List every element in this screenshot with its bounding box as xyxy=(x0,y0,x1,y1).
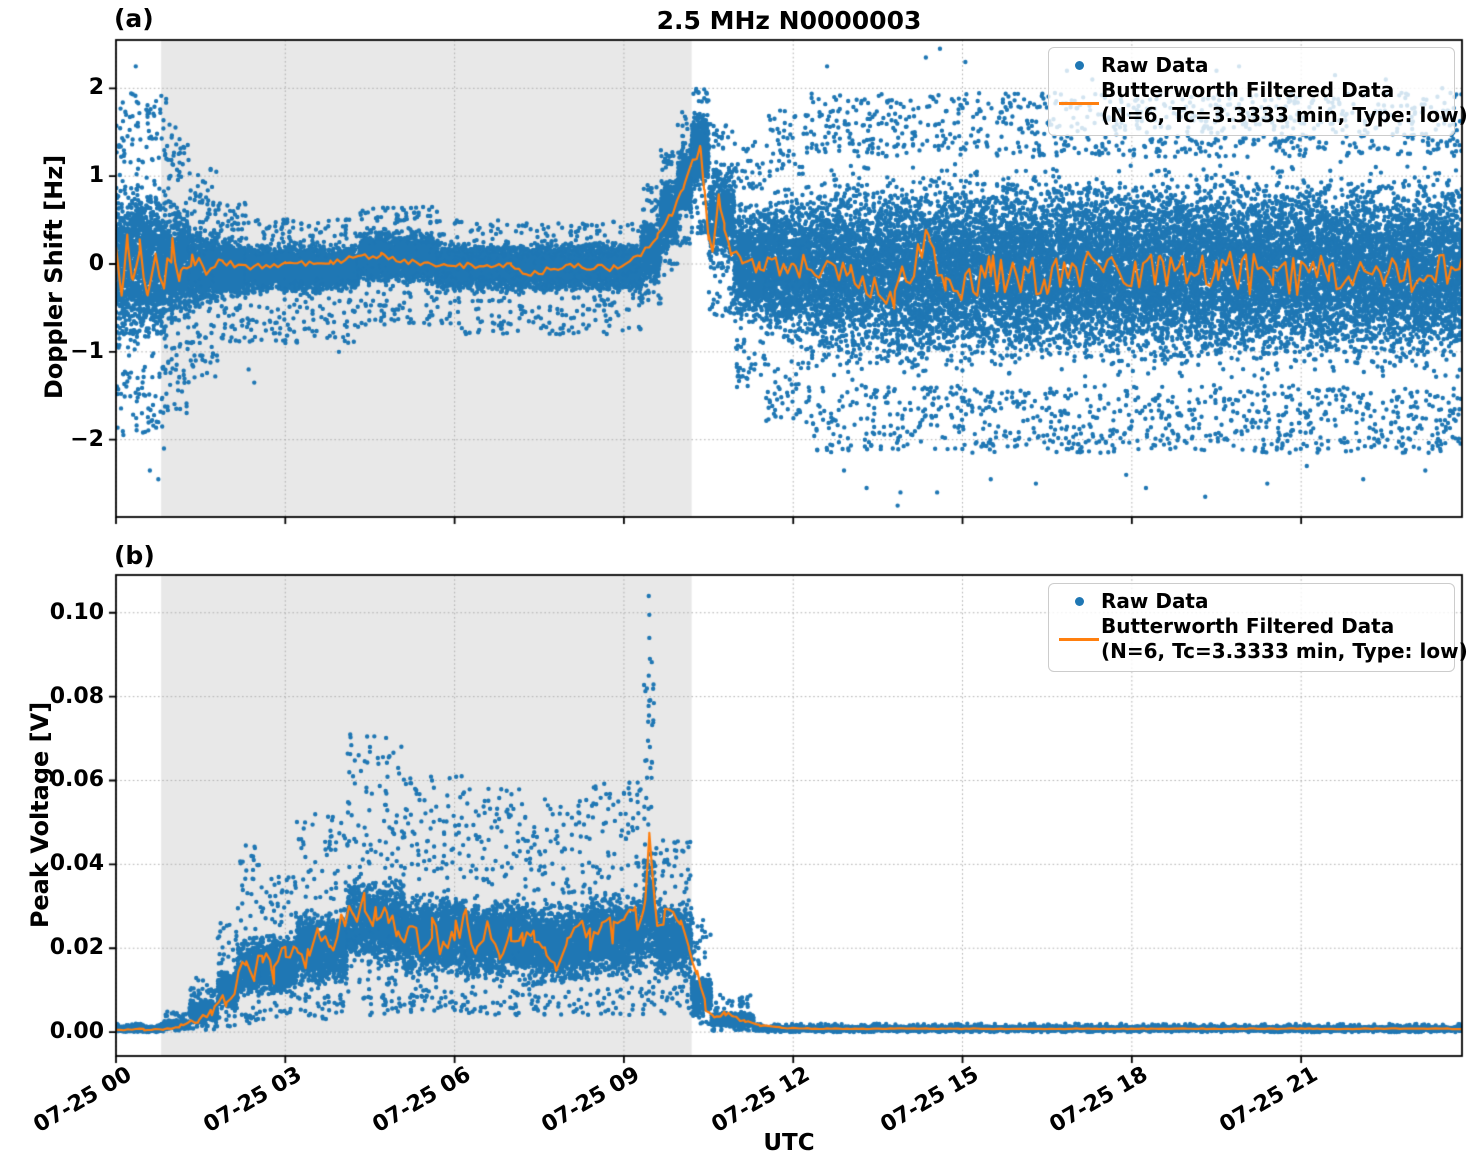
legend-a-raw-entry: Raw Data xyxy=(1057,53,1446,78)
legend-b-filtered-label-line2: (N=6, Tc=3.3333 min, Type: low) xyxy=(1101,639,1468,663)
legend-b-raw-entry: Raw Data xyxy=(1057,589,1446,614)
x-axis-label: UTC xyxy=(763,1130,815,1156)
panel-b-label: (b) xyxy=(114,541,155,570)
legend-a-filtered-entry: Butterworth Filtered Data (N=6, Tc=3.333… xyxy=(1057,78,1468,128)
figure-title: 2.5 MHz N0000003 xyxy=(656,6,922,35)
legend-b-filtered-label-line1: Butterworth Filtered Data xyxy=(1101,614,1395,638)
legend-a: Raw Data Butterworth Filtered Data (N=6,… xyxy=(1048,47,1468,136)
raw-data-dot-marker xyxy=(1057,597,1101,606)
y-tick-label-b: 0.06 xyxy=(49,767,104,793)
y-tick-label-a: 1 xyxy=(88,163,104,189)
raw-data-dot-marker xyxy=(1057,61,1101,70)
y-tick-label-b: 0.00 xyxy=(49,1019,104,1045)
panel-a-label: (a) xyxy=(114,4,154,33)
legend-a-raw-label: Raw Data xyxy=(1101,53,1209,77)
legend-b: Raw Data Butterworth Filtered Data (N=6,… xyxy=(1048,583,1468,672)
legend-a-filtered-label-line1: Butterworth Filtered Data xyxy=(1101,78,1395,102)
y-tick-label-b: 0.04 xyxy=(49,851,104,877)
legend-b-filtered-label: Butterworth Filtered Data (N=6, Tc=3.333… xyxy=(1101,614,1468,664)
legend-a-filtered-label-line2: (N=6, Tc=3.3333 min, Type: low) xyxy=(1101,103,1468,127)
y-tick-label-b: 0.10 xyxy=(49,599,104,625)
y-tick-label-b: 0.08 xyxy=(49,683,104,709)
y-tick-label-b: 0.02 xyxy=(49,935,104,961)
y-tick-label-a: 0 xyxy=(88,251,104,276)
y-tick-label-a: −2 xyxy=(70,426,104,452)
y-tick-label-a: 2 xyxy=(88,75,104,101)
filtered-line-marker xyxy=(1057,637,1101,641)
legend-b-raw-label: Raw Data xyxy=(1101,589,1209,613)
y-tick-label-a: −1 xyxy=(70,338,104,364)
legend-a-filtered-label: Butterworth Filtered Data (N=6, Tc=3.333… xyxy=(1101,78,1468,128)
legend-b-filtered-entry: Butterworth Filtered Data (N=6, Tc=3.333… xyxy=(1057,614,1468,664)
panel-b-ylabel: Peak Voltage [V] xyxy=(26,701,54,929)
filtered-line-marker xyxy=(1057,101,1101,105)
